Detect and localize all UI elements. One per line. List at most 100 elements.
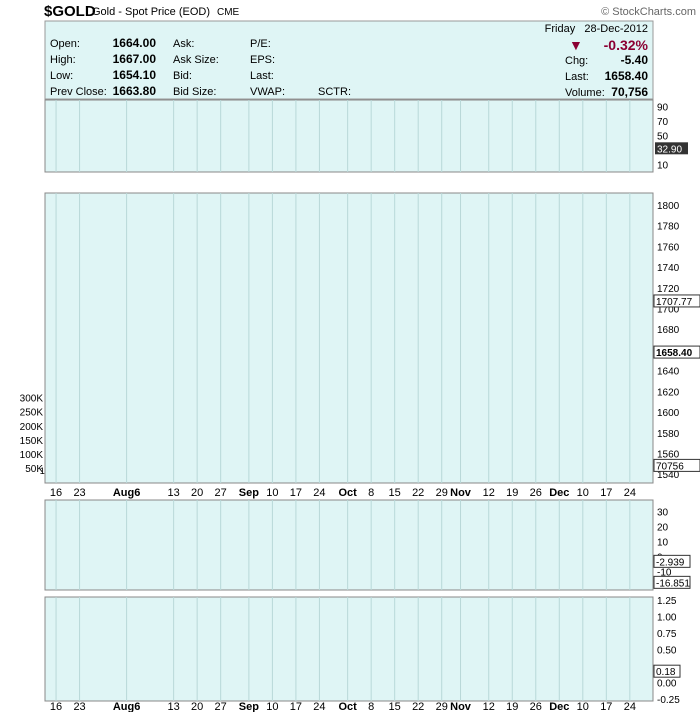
- open-value: 1664.00: [113, 36, 157, 50]
- x-tick-label: Oct: [338, 487, 357, 499]
- sctr-label: SCTR:: [318, 86, 351, 98]
- volume-tick-label: 150K: [20, 436, 44, 447]
- y-tick-label: 1800: [657, 201, 680, 212]
- watermark-label: © StockCharts.com: [601, 6, 696, 18]
- y-tick-label: 1700: [657, 305, 680, 316]
- x-tick-label: Sep: [239, 487, 259, 499]
- y-tick-label: 0.50: [657, 645, 677, 656]
- last2-value: 1658.40: [605, 69, 649, 83]
- x-tick-label: 10: [266, 487, 278, 499]
- volume-tick-label: 300K: [20, 394, 44, 405]
- x-tick-label: 24: [624, 701, 636, 712]
- y-tick-label: 1680: [657, 325, 680, 336]
- y-tick-label: 10: [657, 538, 669, 549]
- x-tick-label: 19: [506, 701, 518, 712]
- x-tick-label: Sep: [239, 701, 259, 712]
- price-last-tag: 1658.40: [656, 348, 693, 359]
- x-tick-label: 20: [191, 487, 203, 499]
- exchange-label: CME: [217, 7, 240, 18]
- y-tick-label: -0.25: [657, 695, 680, 706]
- y-tick-label: 1760: [657, 242, 680, 253]
- y-tick-label: 20: [657, 523, 669, 534]
- x-axis-bottom: 16 23 Aug6 13 20 27 Sep 10 17 24 Oct 8 15 22 29 Nov 12 19…: [50, 701, 636, 712]
- macd-last-tag-box: [653, 575, 691, 589]
- y-tick-label: 1600: [657, 408, 680, 419]
- y-tick-label: 90: [657, 103, 669, 114]
- y-tick-label: 1640: [657, 367, 680, 378]
- x-tick-label: Dec: [549, 701, 569, 712]
- y-tick-label: 10: [657, 160, 669, 171]
- ask-label: Ask:: [173, 38, 194, 50]
- x-tick-label: 23: [73, 701, 85, 712]
- ask-size-label: Ask Size:: [173, 54, 219, 66]
- x-tick-label: 16: [50, 701, 62, 712]
- x-tick-label: Aug6: [113, 487, 141, 499]
- chg-label: Chg:: [565, 55, 588, 67]
- macd-last-tag-box: [653, 554, 691, 568]
- x-tick-label: 26: [530, 487, 542, 499]
- symbol-label: $GOLD: [44, 3, 96, 20]
- x-tick-label: Oct: [338, 701, 357, 712]
- y-tick-label: 30: [657, 508, 669, 519]
- macd-last-tag: -16.851: [656, 578, 690, 589]
- y-tick-label: 0.75: [657, 629, 677, 640]
- x-tick-label: 24: [624, 487, 636, 499]
- panel-background: [44, 192, 654, 484]
- y-tick-label: 50: [657, 132, 669, 143]
- open-label: Open:: [50, 38, 80, 50]
- y-tick-label: 1560: [657, 450, 680, 461]
- x-tick-label: 29: [436, 701, 448, 712]
- y-tick-label: 0.00: [657, 679, 677, 690]
- volume-tick-label: 250K: [20, 408, 44, 419]
- panel-background: [44, 499, 654, 591]
- last-label: Last:: [250, 70, 274, 82]
- x-tick-label: 22: [412, 701, 424, 712]
- high-label: High:: [50, 54, 76, 66]
- x-axis: 16 23 Aug6 13 20 27 Sep 10 17 24 Oct 8 15 22 29 Nov 12 19…: [50, 487, 636, 499]
- y-tick-label: 1620: [657, 387, 680, 398]
- x-tick-label: 8: [368, 701, 374, 712]
- prev-close-label: Prev Close:: [50, 86, 107, 98]
- panel-background: [44, 596, 654, 702]
- date-label: Friday 28-Dec-2012: [545, 23, 648, 35]
- x-tick-label: 17: [290, 701, 302, 712]
- x-tick-label: 24: [313, 487, 325, 499]
- prev-close-value: 1663.80: [113, 84, 157, 98]
- y-tick-label: 1720: [657, 284, 680, 295]
- x-tick-label: 15: [389, 487, 401, 499]
- price-last-tag-box: [653, 345, 700, 359]
- x-tick-label: 26: [530, 701, 542, 712]
- x-tick-label: 24: [313, 701, 325, 712]
- price-last-tag: 1707.77: [656, 297, 693, 308]
- pe-label: P/E:: [250, 38, 271, 50]
- y-tick-label: 70: [657, 117, 669, 128]
- x-tick-label: 10: [266, 701, 278, 712]
- x-tick-label: Dec: [549, 487, 569, 499]
- bid-label: Bid:: [173, 70, 192, 82]
- change-pct: -0.32%: [604, 37, 649, 53]
- y-tick-label: 1.00: [657, 612, 677, 623]
- y-tick-label: 1540: [657, 470, 680, 481]
- x-tick-label: 16: [50, 487, 62, 499]
- volume-tick-label: 100K: [20, 450, 44, 461]
- x-tick-label: 13: [168, 701, 180, 712]
- x-tick-label: 19: [506, 487, 518, 499]
- x-tick-label: Aug6: [113, 701, 141, 712]
- x-tick-label: 22: [412, 487, 424, 499]
- x-tick-label: 8: [368, 487, 374, 499]
- price-last-tag: 70756: [656, 461, 684, 472]
- instrument-name: Gold - Spot Price (EOD): [92, 6, 210, 18]
- x-tick-label: 15: [389, 701, 401, 712]
- volume-tick-label: 50K: [25, 464, 43, 475]
- percent-b-last-tag: 0.18: [656, 667, 676, 678]
- x-tick-label: 29: [436, 487, 448, 499]
- eps-label: EPS:: [250, 54, 275, 66]
- x-tick-label: 10: [577, 487, 589, 499]
- x-tick-label: 23: [73, 487, 85, 499]
- x-tick-label: 17: [600, 701, 612, 712]
- y-tick-label: 1740: [657, 263, 680, 274]
- bid-size-label: Bid Size:: [173, 86, 216, 98]
- percent-b-last-tag-box: [653, 664, 681, 678]
- x-tick-label: 10: [577, 701, 589, 712]
